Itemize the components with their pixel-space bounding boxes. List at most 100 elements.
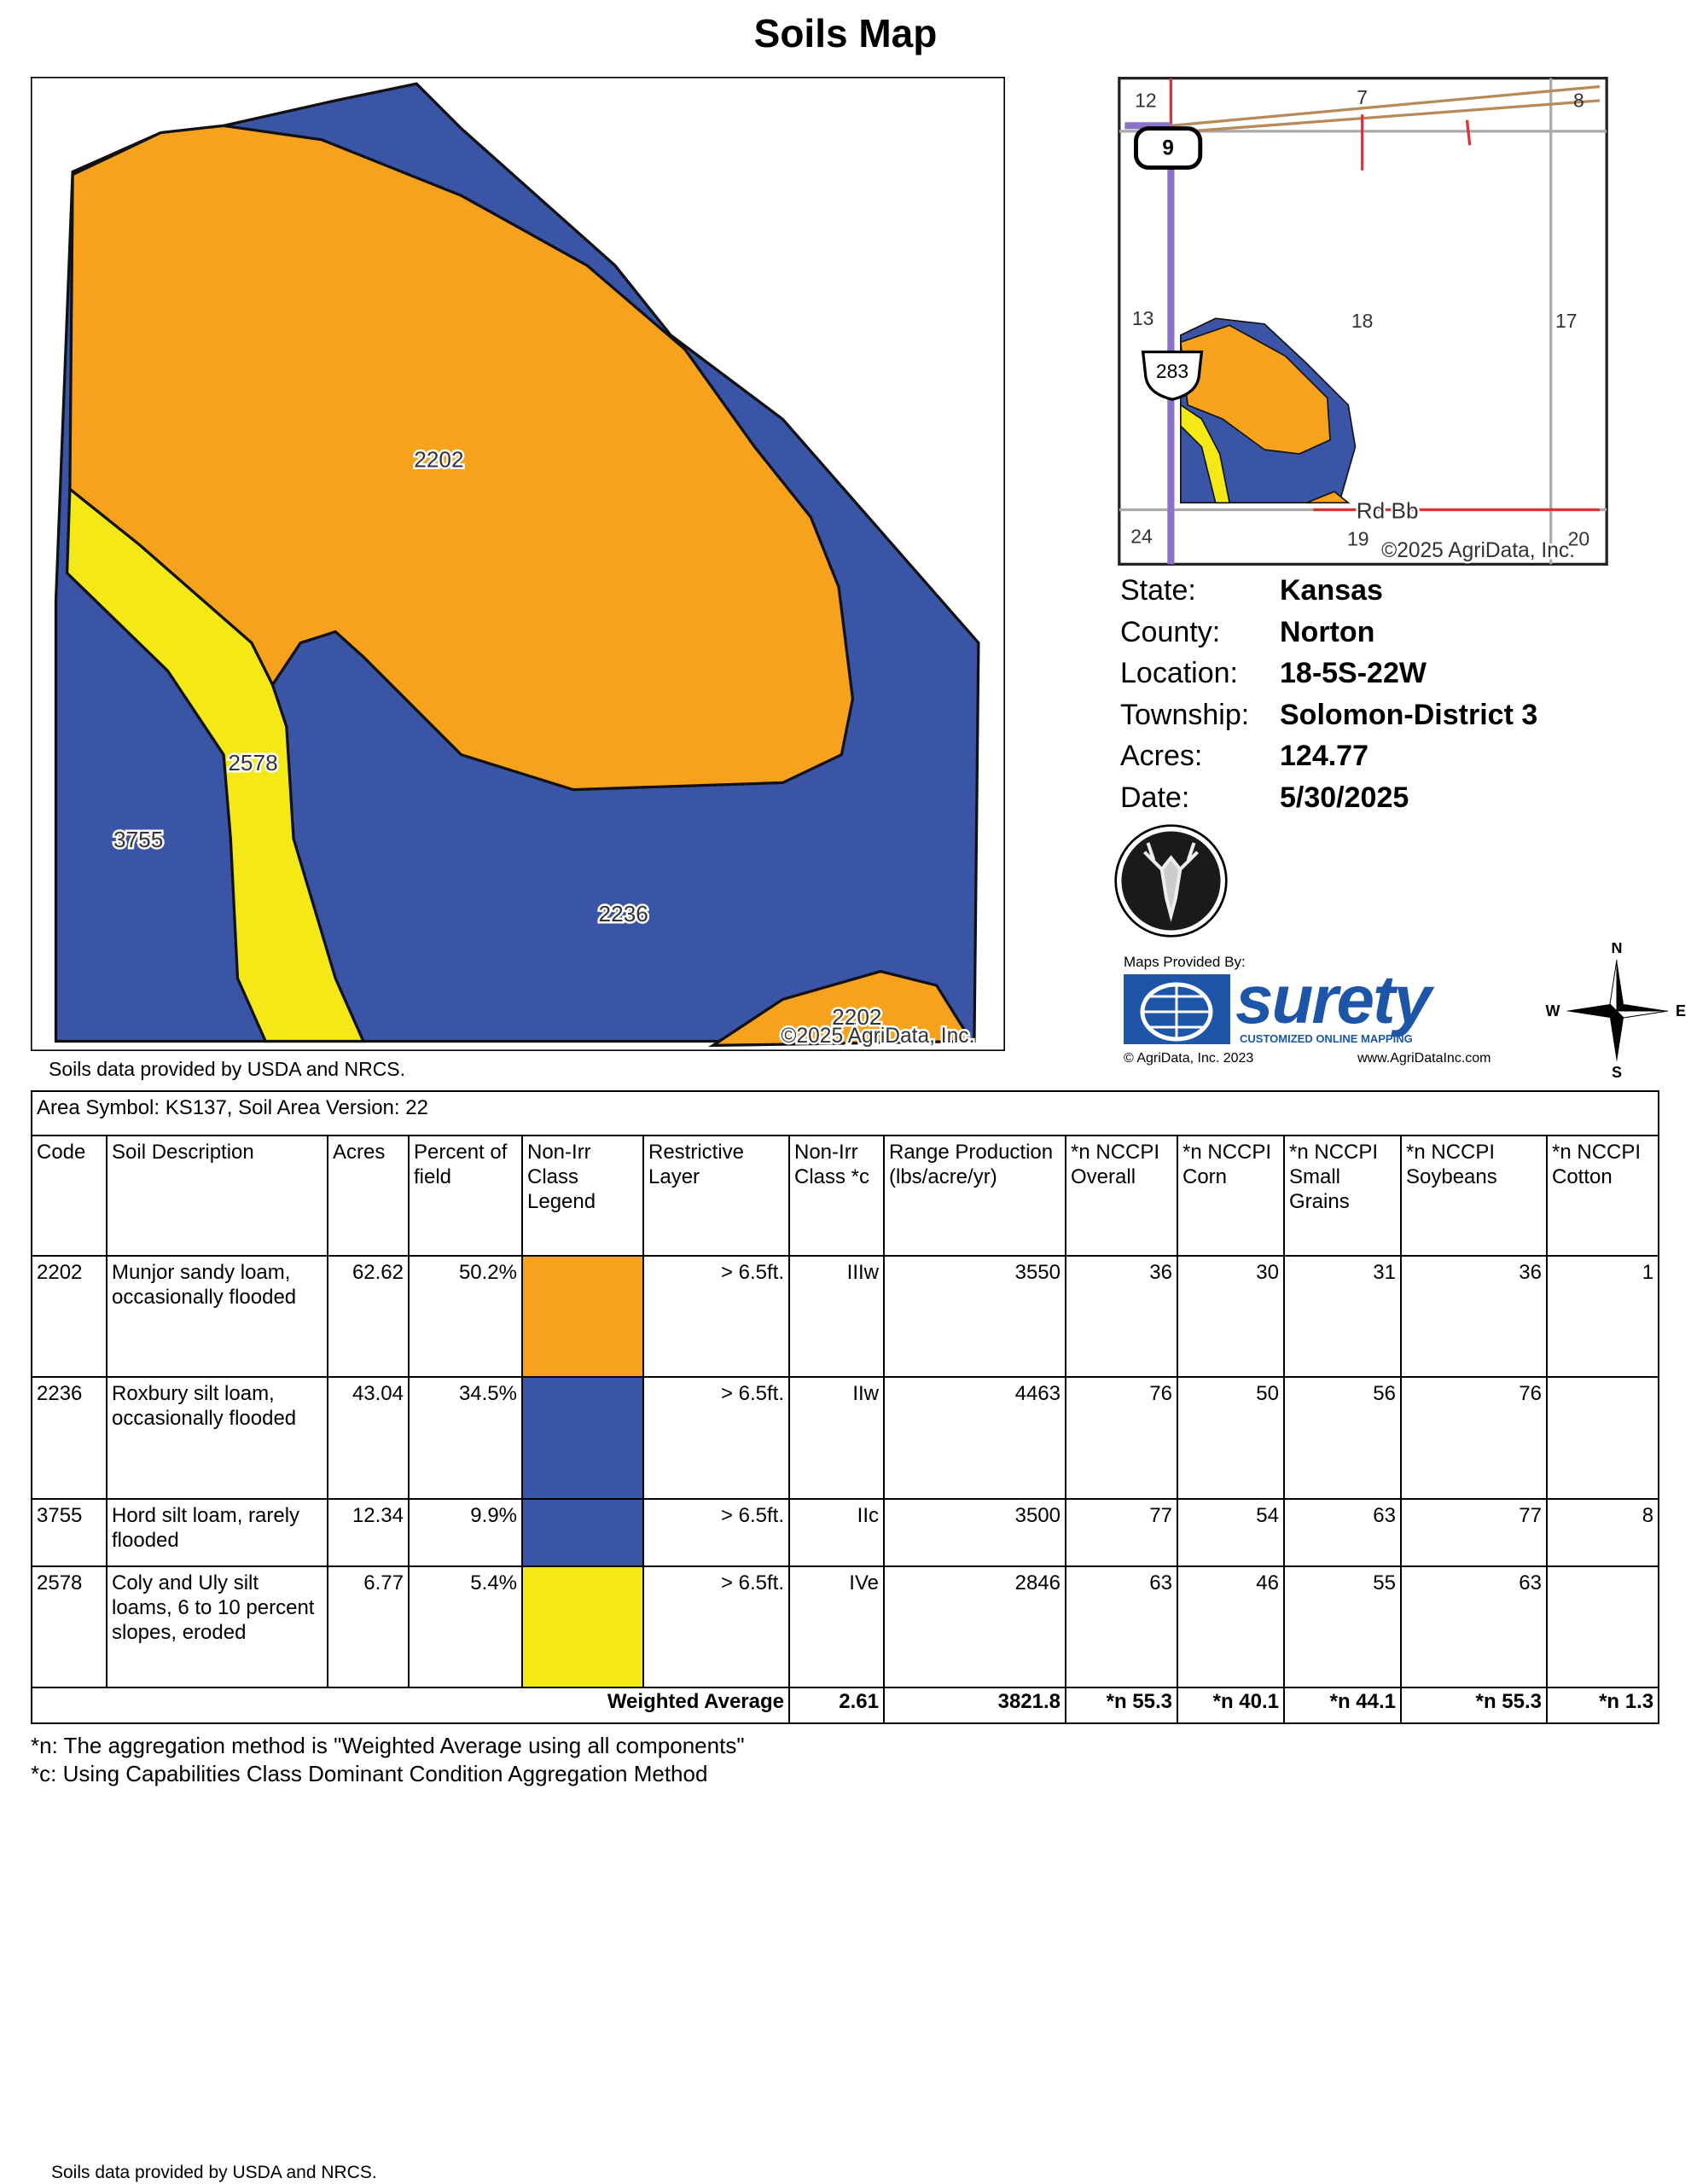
- soil-label: 2202: [414, 446, 463, 472]
- weighted-value: 2.61: [788, 1687, 885, 1724]
- cell: Hord silt loam, rarely flooded: [106, 1498, 328, 1567]
- info-row: Township: Solomon-District 3: [1120, 694, 1537, 736]
- info-value: Norton: [1280, 615, 1375, 648]
- info-label: State:: [1120, 574, 1196, 607]
- info-label: County:: [1120, 615, 1221, 648]
- compass-w: W: [1546, 1002, 1560, 1019]
- road: [1171, 84, 1601, 127]
- column-header: Restrictive Layer: [642, 1135, 790, 1257]
- table-row: 2578 Coly and Uly silt loams, 6 to 10 per…: [31, 1565, 1660, 1688]
- info-value: Kansas: [1280, 574, 1383, 607]
- footer: Soils data provided by USDA and NRCS.: [51, 2163, 377, 2182]
- provided-by: Maps Provided By:: [1124, 954, 1246, 970]
- header-row: Code Soil Description Acres Percent of fiel…: [31, 1135, 1660, 1257]
- column-header: *n NCCPI Overall: [1065, 1135, 1178, 1257]
- legend-swatch: [521, 1376, 644, 1500]
- footnote: *c: Using Capabilities Class Dominant Co…: [31, 1761, 708, 1786]
- cell: 77: [1065, 1498, 1178, 1567]
- cell: 12.34: [327, 1498, 410, 1567]
- table-row: 2202 Munjor sandy loam, occasionally floo…: [31, 1255, 1660, 1378]
- compass-s: S: [1612, 1064, 1622, 1079]
- cell: 3550: [883, 1255, 1066, 1378]
- field-polygon: [1179, 324, 1331, 455]
- column-header: Percent of field: [408, 1135, 523, 1257]
- field-polygon: [1180, 404, 1231, 504]
- section-number: 7: [1357, 86, 1368, 108]
- cell: 6.77: [327, 1565, 410, 1688]
- cell: IIc: [788, 1498, 885, 1567]
- cell: 76: [1065, 1376, 1178, 1500]
- footnote: *n: The aggregation method is "Weighted …: [31, 1733, 745, 1758]
- cell: 9.9%: [408, 1498, 523, 1567]
- locator-copyright: ©2025 AgriData, Inc.: [1381, 539, 1575, 562]
- shield-number: 9: [1162, 137, 1174, 160]
- cell: 3755: [31, 1498, 108, 1567]
- section-number: 17: [1555, 310, 1577, 332]
- cell: 2236: [31, 1376, 108, 1500]
- cell: 2578: [31, 1565, 108, 1688]
- route-shield: [1134, 126, 1203, 170]
- source-note: Soils data provided by USDA and NRCS.: [49, 1058, 406, 1080]
- section-number: 8: [1573, 90, 1584, 112]
- section-number: 20: [1568, 528, 1589, 550]
- cell: [1545, 1565, 1660, 1688]
- cell: IIw: [788, 1376, 885, 1500]
- cell: 50.2%: [408, 1255, 523, 1378]
- info-row: County: Norton: [1120, 612, 1537, 653]
- table-row: 3755 Hord silt loam, rarely flooded 12.34 9…: [31, 1498, 1660, 1567]
- cell: 76: [1400, 1376, 1548, 1500]
- info-row: Date: 5/30/2025: [1120, 777, 1537, 819]
- shield-number: 283: [1156, 360, 1188, 382]
- cell: 34.5%: [408, 1376, 523, 1500]
- weighted-value: *n 55.3: [1065, 1687, 1178, 1724]
- cell: Munjor sandy loam, occasionally flooded: [106, 1255, 328, 1378]
- cell: > 6.5ft.: [642, 1498, 790, 1567]
- weighted-value: *n 44.1: [1283, 1687, 1402, 1724]
- cell: 36: [1400, 1255, 1548, 1378]
- cell: 5.4%: [408, 1565, 523, 1688]
- cell: IIIw: [788, 1255, 885, 1378]
- info-label: Location:: [1120, 657, 1238, 689]
- info-row: Location: 18-5S-22W: [1120, 653, 1537, 694]
- globe-icon: [1124, 974, 1230, 1044]
- soil-label: 2202: [832, 1004, 881, 1030]
- field-polygon: [1305, 491, 1351, 504]
- column-header: *n NCCPI Cotton: [1545, 1135, 1660, 1257]
- column-header: *n NCCPI Small Grains: [1283, 1135, 1402, 1257]
- cell: 2202: [31, 1255, 108, 1378]
- company-logo: [1114, 824, 1228, 938]
- legend-swatch: [521, 1565, 644, 1688]
- compass: N W E S: [1546, 943, 1687, 1079]
- soils-table: Area Symbol: KS137, Soil Area Version: 2…: [30, 1090, 1660, 1724]
- road: [1465, 119, 1472, 146]
- cell: > 6.5ft.: [642, 1376, 790, 1500]
- brand-tagline: CUSTOMIZED ONLINE MAPPING: [1240, 1032, 1413, 1045]
- legend-swatch: [521, 1255, 644, 1378]
- weighted-value: *n 1.3: [1545, 1687, 1660, 1724]
- area-symbol: Area Symbol: KS137, Soil Area Version: 2…: [30, 1090, 1660, 1136]
- cell: 30: [1177, 1255, 1285, 1378]
- info-label: Acres:: [1120, 740, 1203, 772]
- weighted-value: 3821.8: [883, 1687, 1066, 1724]
- locator-map: 12 7 8 13 18 17 24 19 20 9 283 Rd Bb ©2025 AgriData,…: [1118, 77, 1608, 566]
- table-row: Area Symbol: KS137, Soil Area Version: 2…: [30, 1090, 1660, 1136]
- brand-name: surety: [1235, 961, 1432, 1037]
- cell: > 6.5ft.: [642, 1255, 790, 1378]
- compass-e: E: [1676, 1002, 1686, 1019]
- cell: 50: [1177, 1376, 1285, 1500]
- soil-label: 3755: [113, 827, 163, 852]
- weighted-label: Weighted Average: [31, 1687, 790, 1724]
- cell: 8: [1545, 1498, 1660, 1567]
- cell: 62.62: [327, 1255, 410, 1378]
- legend-swatch: [521, 1498, 644, 1567]
- info-value: 124.77: [1280, 740, 1368, 772]
- cell: 63: [1065, 1565, 1178, 1688]
- road: [1171, 99, 1601, 135]
- cell: 54: [1177, 1498, 1285, 1567]
- cell: 43.04: [327, 1376, 410, 1500]
- cell: 56: [1283, 1376, 1402, 1500]
- cell: 77: [1400, 1498, 1548, 1567]
- brand-url: www.AgriDataInc.com: [1357, 1051, 1491, 1066]
- soil-label: 2236: [599, 901, 648, 926]
- info-row: Acres: 124.77: [1120, 735, 1537, 777]
